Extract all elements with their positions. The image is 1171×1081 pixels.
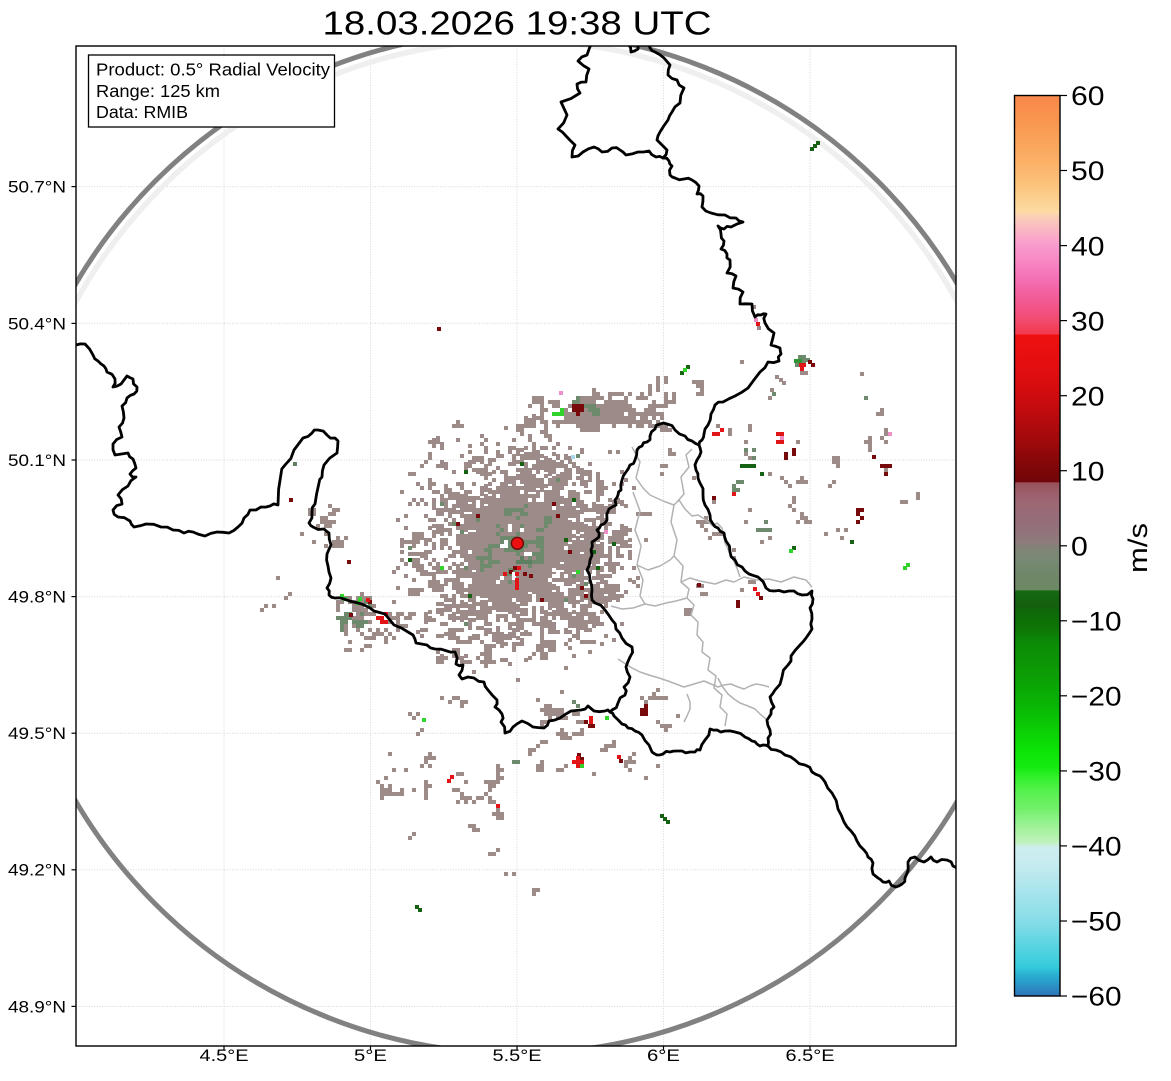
svg-text:60: 60 <box>1071 81 1105 111</box>
svg-text:50: 50 <box>1071 156 1105 186</box>
svg-text:30: 30 <box>1071 306 1105 336</box>
svg-text:m/s: m/s <box>1123 523 1153 573</box>
svg-text:5.5°E: 5.5°E <box>493 1047 542 1065</box>
svg-text:48.9°N: 48.9°N <box>8 998 66 1016</box>
svg-text:50.7°N: 50.7°N <box>8 179 66 197</box>
svg-text:4.5°E: 4.5°E <box>200 1047 249 1065</box>
svg-text:−60: −60 <box>1071 982 1122 1012</box>
svg-text:6°E: 6°E <box>647 1047 680 1065</box>
svg-text:−30: −30 <box>1071 757 1122 787</box>
svg-text:18.03.2026 19:38 UTC: 18.03.2026 19:38 UTC <box>323 5 712 42</box>
svg-text:−40: −40 <box>1071 832 1122 862</box>
svg-text:50.1°N: 50.1°N <box>8 452 66 470</box>
svg-text:0: 0 <box>1071 532 1088 562</box>
svg-text:Range: 125 km: Range: 125 km <box>96 81 220 101</box>
svg-text:5°E: 5°E <box>354 1047 387 1065</box>
svg-text:10: 10 <box>1071 456 1105 486</box>
svg-text:−50: −50 <box>1071 907 1122 937</box>
svg-text:Data: RMIB: Data: RMIB <box>96 102 188 122</box>
svg-text:49.5°N: 49.5°N <box>8 725 66 743</box>
svg-text:6.5°E: 6.5°E <box>786 1047 835 1065</box>
svg-text:50.4°N: 50.4°N <box>8 315 66 333</box>
svg-text:Product: 0.5° Radial Velocity: Product: 0.5° Radial Velocity <box>96 60 330 80</box>
svg-text:−10: −10 <box>1071 607 1122 637</box>
svg-text:−20: −20 <box>1071 682 1122 712</box>
svg-text:40: 40 <box>1071 231 1105 261</box>
svg-text:49.8°N: 49.8°N <box>8 589 66 607</box>
svg-text:49.2°N: 49.2°N <box>8 862 66 880</box>
svg-text:20: 20 <box>1071 381 1105 411</box>
